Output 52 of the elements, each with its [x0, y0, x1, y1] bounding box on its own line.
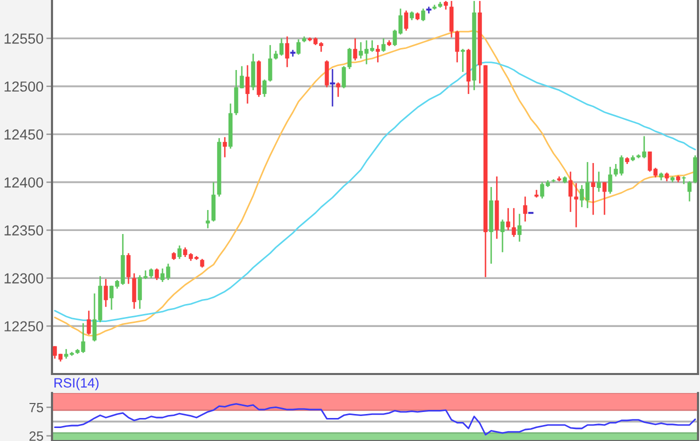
- candlestick: [381, 38, 386, 52]
- candlestick: [608, 166, 612, 194]
- candlestick: [460, 48, 465, 73]
- candlestick: [455, 30, 460, 64]
- candlestick: [240, 65, 244, 89]
- candlestick: [126, 252, 131, 285]
- candlestick: [104, 278, 108, 308]
- candlestick: [183, 246, 188, 258]
- candlestick: [336, 82, 340, 98]
- y-tick-label: 12250: [4, 321, 44, 332]
- candlestick: [506, 207, 510, 231]
- candlestick: [262, 78, 267, 98]
- y-tick-label: 12300: [4, 273, 44, 284]
- candlestick: [353, 38, 358, 62]
- candlestick: [296, 38, 301, 56]
- y-tick-label: 12450: [4, 129, 44, 140]
- candlestick: [500, 218, 505, 253]
- candlestick: [540, 182, 544, 200]
- candlestick: [687, 180, 692, 202]
- candlestick: [222, 136, 227, 158]
- y-tick-label: 12400: [4, 177, 44, 188]
- candlestick: [523, 196, 528, 222]
- line-series: [54, 403, 696, 436]
- candlestick: [132, 272, 136, 310]
- y-tick-label: 75: [30, 402, 44, 412]
- candlestick: [591, 162, 596, 216]
- candlestick: [596, 170, 601, 192]
- candlestick: [342, 65, 346, 89]
- candlestick: [149, 268, 154, 279]
- candlestick: [517, 213, 522, 242]
- chart-title: RSI(14): [54, 378, 98, 390]
- candlestick: [376, 44, 380, 64]
- candlestick: [574, 182, 578, 228]
- candlestick: [206, 209, 210, 229]
- y-tick-label: 12350: [4, 225, 44, 236]
- y-tick-label: 12550: [4, 34, 44, 44]
- candlestick: [177, 244, 182, 260]
- candlestick: [404, 10, 408, 32]
- candlestick: [154, 268, 159, 281]
- candlestick: [245, 64, 250, 104]
- candlestick: [602, 182, 607, 216]
- candlestick: [347, 47, 352, 70]
- candlestick: [682, 176, 686, 185]
- y-tick-label: 25: [30, 431, 44, 441]
- candlestick: [421, 8, 426, 22]
- candlestick: [324, 60, 329, 88]
- candlestick: [512, 207, 516, 238]
- candlestick: [268, 44, 272, 82]
- candlestick: [285, 36, 290, 68]
- candlestick: [86, 310, 91, 336]
- y-tick-label: 12500: [4, 81, 44, 92]
- candlestick: [568, 170, 573, 213]
